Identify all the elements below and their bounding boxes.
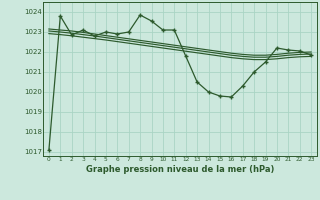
X-axis label: Graphe pression niveau de la mer (hPa): Graphe pression niveau de la mer (hPa) [86,165,274,174]
